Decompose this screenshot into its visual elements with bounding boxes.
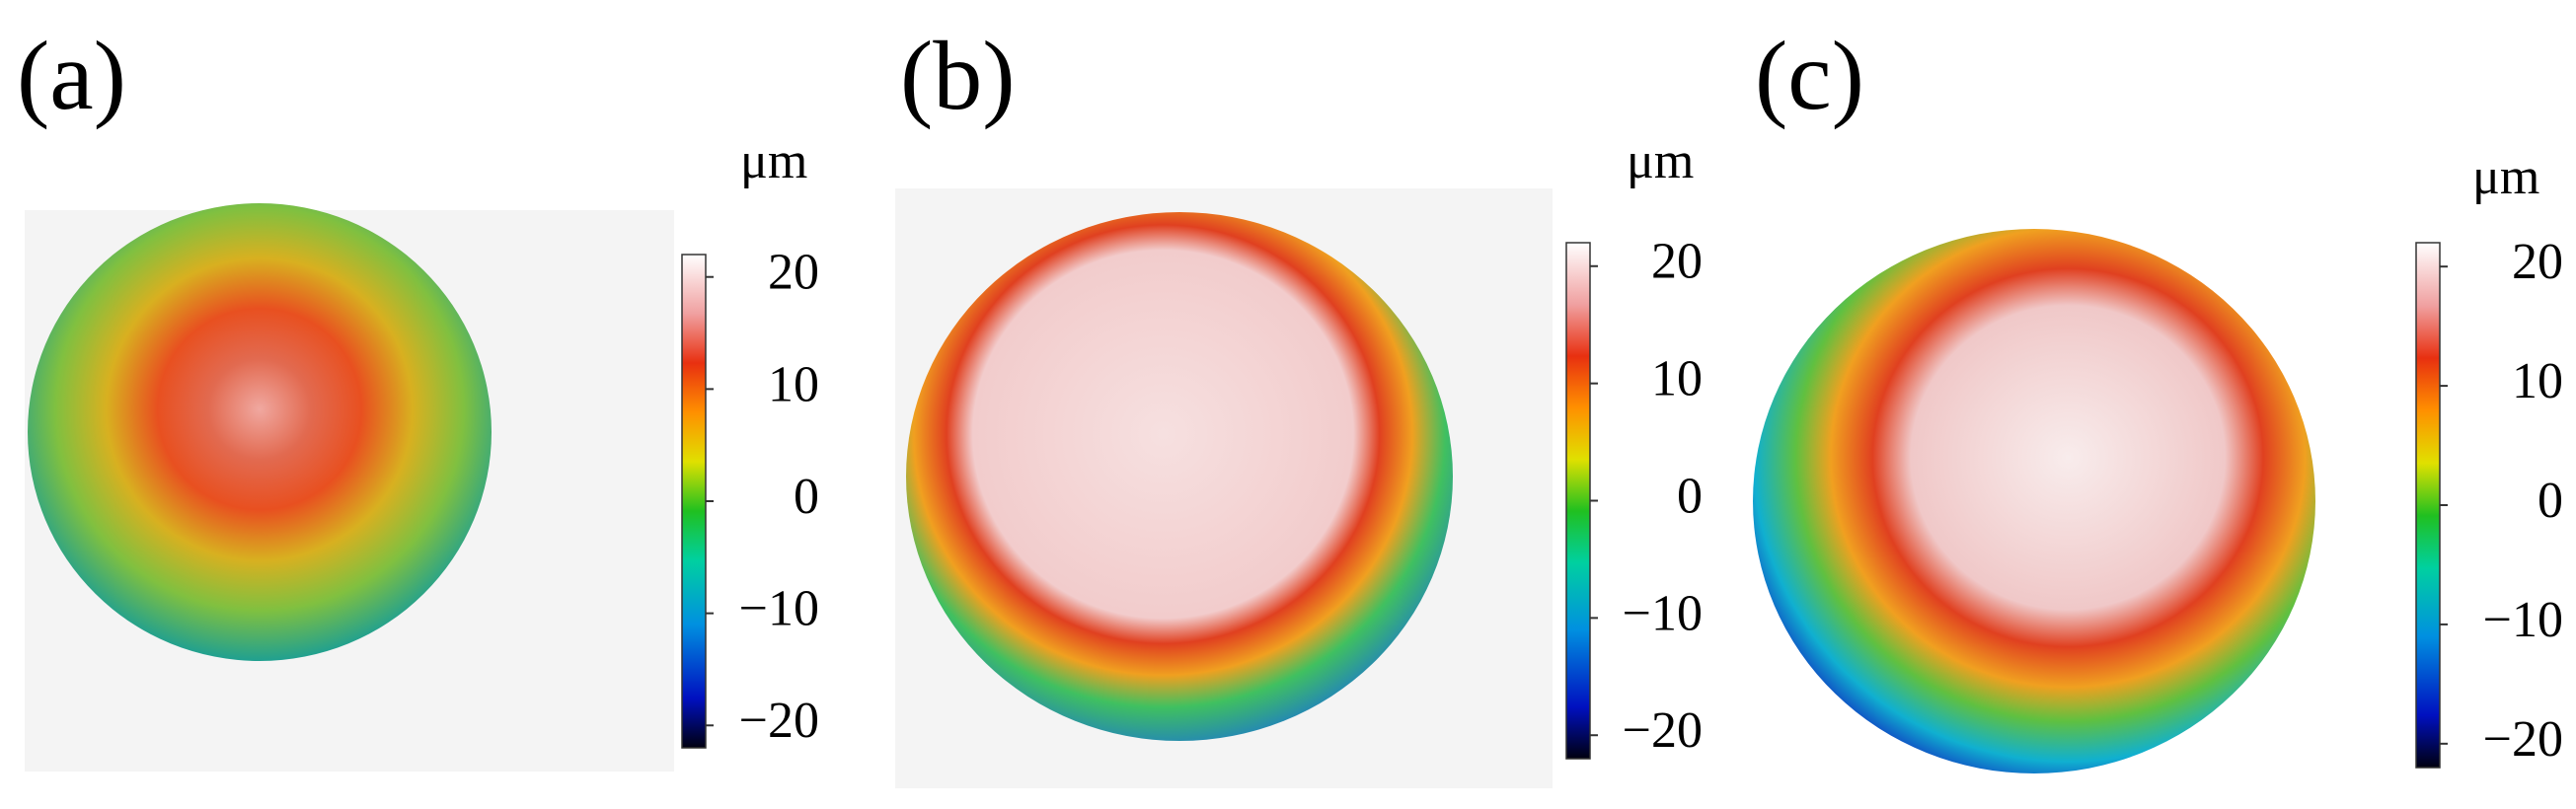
colorbar-tick-label: −20: [739, 693, 819, 749]
colorbar-tick-label: −10: [2483, 592, 2563, 648]
colorbar-tick-label: 10: [1651, 351, 1703, 407]
colorbar-tick-label: 10: [768, 356, 819, 412]
colorbar: [2415, 242, 2441, 769]
colorbar-unit: μm: [740, 133, 807, 189]
surface-map: [906, 212, 1453, 741]
colorbar-unit: μm: [2472, 149, 2539, 205]
panel-label: (b): [900, 21, 1016, 130]
colorbar-tick-label: −20: [1623, 702, 1703, 759]
colorbar: [681, 254, 707, 749]
colorbar-unit: μm: [1627, 133, 1694, 189]
colorbar-tick-label: −10: [739, 581, 819, 637]
surface-map: [1753, 229, 2315, 773]
panel-label: (a): [17, 21, 126, 130]
colorbar-tick-label: 0: [794, 469, 819, 525]
colorbar: [1565, 242, 1591, 760]
colorbar-tick-label: 20: [768, 245, 819, 301]
surface-map: [28, 203, 492, 661]
panel-label: (c): [1755, 21, 1864, 130]
colorbar-tick-label: 0: [2538, 473, 2563, 529]
colorbar-tick-label: 20: [1651, 234, 1703, 290]
colorbar-tick-label: 10: [2512, 353, 2563, 409]
colorbar-tick-label: −20: [2483, 711, 2563, 768]
colorbar-tick-label: 0: [1677, 468, 1703, 524]
colorbar-tick-label: 20: [2512, 234, 2563, 290]
colorbar-tick-label: −10: [1623, 585, 1703, 641]
